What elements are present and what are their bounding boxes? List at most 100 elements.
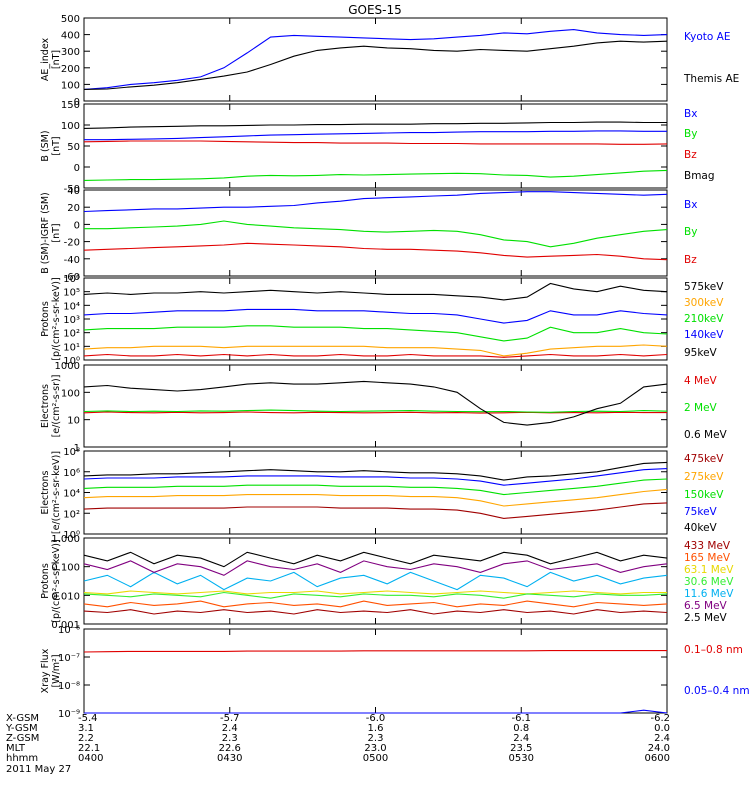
legend-entry: Kyoto AE — [684, 31, 730, 43]
legend-entry: 150keV — [684, 489, 724, 501]
legend-entry: Bx — [684, 108, 697, 120]
footer-value: 0400 — [78, 753, 103, 764]
legend-entry: Themis AE — [683, 73, 739, 85]
series-210kev — [83, 325, 668, 342]
y-axis-label: Electrons[e/(cm²-s-sr)] — [40, 375, 62, 438]
footer-value: 22.6 — [219, 743, 241, 754]
footer-row-label: MLT — [6, 743, 26, 754]
footer-row-label: Y-GSM — [5, 723, 38, 734]
y-axis-label: Xray Flux[W/m²] — [40, 648, 62, 693]
series-2-5-mev — [83, 551, 668, 568]
footer-value: 2.4 — [222, 723, 238, 734]
footer-value: 22.1 — [78, 743, 100, 754]
series-bz — [83, 242, 668, 261]
series-bz — [83, 140, 668, 145]
legend-entry: 0.05–0.4 nm — [684, 685, 750, 697]
panel-electrons_mev: 1 10 100 1000 Electrons[e/(cm²-s-sr)] 4 MeV 2 … — [40, 361, 728, 454]
series-kyoto-ae — [83, 29, 668, 90]
footer-value: -5.4 — [78, 713, 98, 724]
series-by — [84, 220, 668, 248]
series-63-1-mev — [83, 590, 667, 595]
series-75kev — [83, 468, 668, 486]
y-tick-label: 300 — [61, 47, 80, 58]
footer-row-label: Z-GSM — [6, 733, 39, 744]
y-tick-label: -40 — [64, 255, 80, 266]
legend-entry: Bz — [684, 149, 697, 161]
panel-frame — [83, 450, 668, 535]
series-275kev — [83, 488, 668, 507]
y-tick-label: -50 — [64, 184, 80, 195]
panel-protons_hi: 10⁰ 10¹ 10² 10³ 10⁴ 10⁵ 10⁶Protons[p/(cm²-s-sr… — [40, 274, 724, 367]
series-11-6-mev — [83, 571, 668, 591]
panel-ae: 0 100 200 300 400 500 AE_index[nT] Kyoto AE Them… — [40, 14, 739, 108]
legend-entry: 0.1–0.8 nm — [684, 644, 743, 656]
series-30-6-mev — [83, 591, 668, 599]
y-tick-label: 10⁻⁶ — [58, 625, 80, 636]
footer-value: 0500 — [363, 753, 388, 764]
y-tick-label: 100 — [61, 80, 80, 91]
y-axis-label: Protons[p/(cm²-s-sr-keV)] — [40, 277, 62, 360]
y-tick-label: 0.100 — [51, 563, 80, 574]
y-tick-label: 100 — [61, 388, 80, 399]
footer-value: -6.0 — [366, 713, 386, 724]
y-tick-label: 500 — [61, 14, 80, 25]
legend-entry: 75keV — [684, 506, 718, 518]
series-by — [83, 169, 668, 181]
series-2-mev — [83, 409, 668, 413]
y-tick-label: 10⁸ — [63, 447, 80, 458]
series-475kev — [83, 461, 668, 481]
footer-value: 2.3 — [368, 733, 384, 744]
y-tick-label: 10⁻⁹ — [58, 709, 80, 720]
footer-row-z-gsm: Z-GSM 2.2 2.3 2.3 2.4 2.4 — [6, 733, 670, 744]
y-tick-label: 400 — [61, 31, 80, 42]
footer-value: 2.4 — [654, 733, 670, 744]
panel-frame — [83, 189, 668, 277]
series-165-mev — [83, 600, 668, 608]
series-0-6-mev — [83, 380, 668, 426]
footer-date: 2011 May 27 — [6, 764, 71, 775]
footer-row-mlt: MLT 22.1 22.6 23.0 23.5 24.0 — [6, 743, 670, 754]
legend-entry: 6.5 MeV — [684, 600, 728, 612]
y-axis-label: B (SM)[nT] — [40, 130, 62, 161]
y-axis-label: AE_index[nT] — [40, 38, 62, 82]
legend-entry: 2.5 MeV — [684, 612, 728, 624]
y-tick-label: 150 — [61, 100, 80, 111]
y-tick-label: 0 — [74, 163, 80, 174]
legend-entry: Bz — [684, 254, 697, 266]
legend-entry: 575keV — [684, 281, 724, 293]
footer-row-label: X-GSM — [6, 713, 39, 724]
footer-value: 2.3 — [222, 733, 238, 744]
series-40kev — [83, 502, 668, 519]
footer-value: 2.4 — [513, 733, 529, 744]
footer-value: -5.7 — [220, 713, 240, 724]
series-433-mev — [83, 609, 668, 615]
legend-entry: 475keV — [684, 453, 724, 465]
y-tick-label: 50 — [67, 142, 80, 153]
legend-entry: 30.6 MeV — [684, 576, 734, 588]
y-tick-label: 0.001 — [51, 620, 80, 631]
y-axis-label: Protons[p/(cm²-s-sr-keV)] — [40, 539, 62, 622]
footer-value: 0.8 — [513, 723, 529, 734]
y-tick-label: 200 — [61, 64, 80, 75]
series-6-5-mev — [83, 560, 668, 576]
y-tick-label: 10⁰ — [63, 356, 80, 367]
series-300kev — [83, 344, 668, 357]
y-tick-label: 10⁶ — [63, 468, 80, 479]
series-140kev — [83, 308, 668, 324]
y-tick-label: 10 — [67, 416, 80, 427]
y-tick-label: 10¹ — [63, 342, 80, 353]
legend-entry: 11.6 MeV — [684, 588, 734, 600]
y-tick-label: 10⁻⁷ — [58, 653, 80, 664]
legend-entry: 300keV — [684, 297, 724, 309]
footer-row-y-gsm: Y-GSM 3.1 2.4 1.6 0.8 0.0 — [5, 723, 670, 734]
legend-entry: 95keV — [684, 347, 718, 359]
orbit-footer: X-GSM -5.4 -5.7 -6.0 -6.1 -6.2 Y-GSM 3.1 2.4 1.6 0… — [5, 713, 670, 775]
y-axis-label: B (SM)-IGRF (SM)[nT] — [40, 192, 62, 274]
series-95kev — [83, 353, 668, 358]
y-tick-label: 1.000 — [51, 534, 80, 545]
footer-value: -6.2 — [650, 713, 670, 724]
plot-title: GOES-15 — [348, 3, 402, 17]
footer-value: 23.0 — [364, 743, 386, 754]
y-tick-label: 1 — [74, 443, 80, 454]
